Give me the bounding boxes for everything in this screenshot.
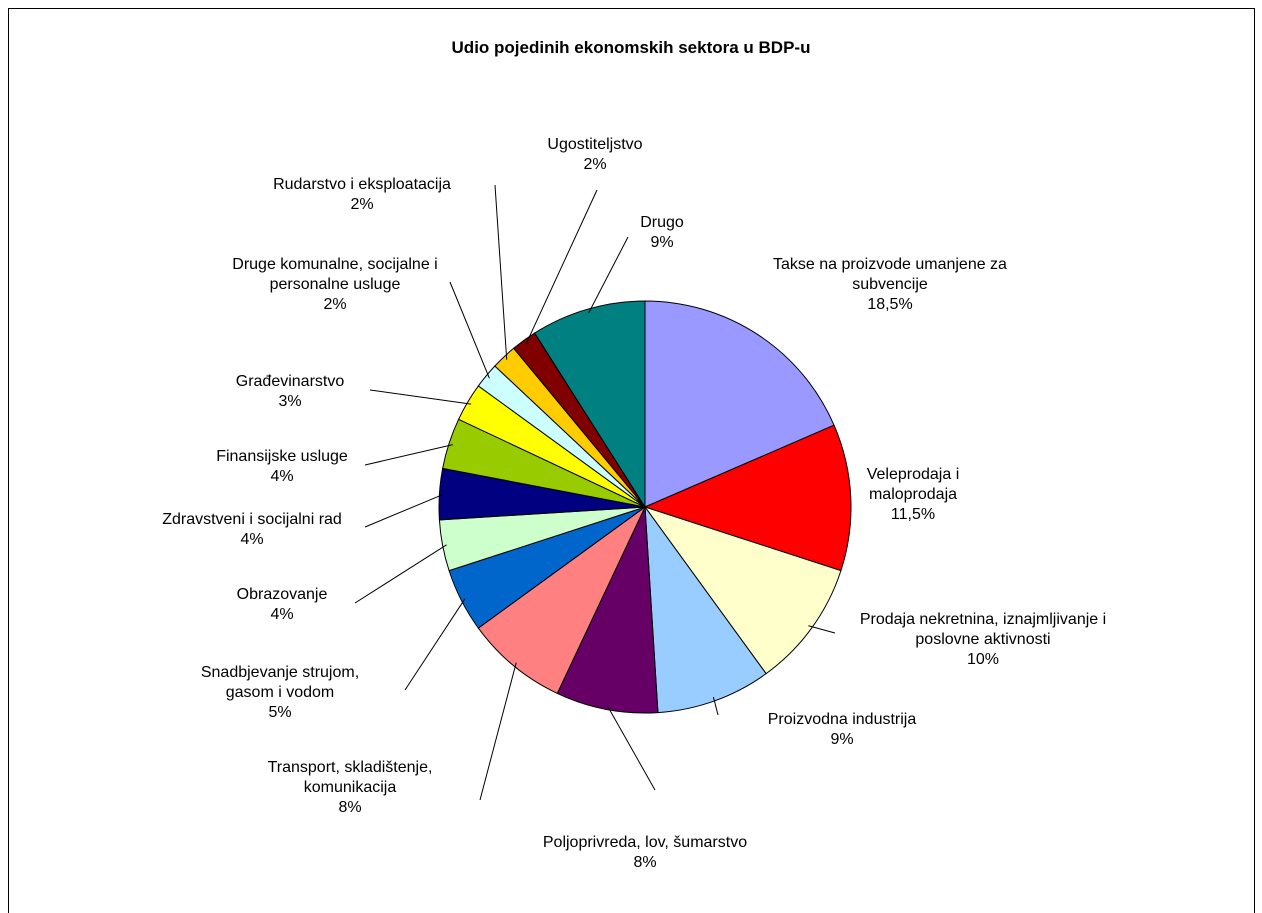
slice-value: 9%	[830, 731, 854, 748]
leader-line	[364, 444, 453, 466]
slice-value: 9%	[650, 234, 674, 251]
slice-name: Poljoprivreda, lov, šumarstvo	[542, 834, 748, 851]
leader-line	[369, 389, 472, 405]
slice-label: Građevinarstvo 3%	[200, 372, 380, 412]
slice-value: 8%	[633, 854, 657, 871]
pie-slice	[643, 506, 842, 675]
slice-name: Druge komunalne, socijalne i personalne …	[232, 256, 438, 293]
leader-line	[606, 705, 656, 791]
slice-label: Drugo 9%	[612, 213, 712, 253]
leader-line	[808, 625, 836, 634]
slice-value: 4%	[270, 606, 294, 623]
slice-label: Zdravstveni i socijalni rad 4%	[132, 510, 372, 550]
slice-name: Takse na proizvode umanjene za subvencij…	[773, 256, 1007, 293]
slice-name: Zdravstveni i socijalni rad	[162, 511, 342, 528]
slice-label: Obrazovanje 4%	[202, 585, 362, 625]
pie-slice	[643, 424, 852, 572]
leader-line	[525, 189, 598, 344]
slice-label: Veleprodaja i maloprodaja 11,5%	[848, 465, 978, 525]
slice-label: Ugostiteljstvo 2%	[515, 135, 675, 175]
slice-label: Druge komunalne, socijalne i personalne …	[230, 255, 440, 315]
pie-slice	[644, 300, 835, 508]
slice-name: Proizvodna industrija	[767, 711, 917, 728]
slice-value: 2%	[323, 296, 347, 313]
slice-name: Građevinarstvo	[235, 373, 345, 390]
slice-value: 8%	[338, 799, 362, 816]
slice-name: Veleprodaja i maloprodaja	[866, 466, 960, 503]
slice-value: 4%	[240, 531, 264, 548]
leader-line	[404, 598, 466, 691]
slice-name: Ugostiteljstvo	[547, 136, 643, 153]
slice-value: 10%	[966, 651, 1000, 668]
slice-label: Transport, skladištenje, komunikacija 8%	[220, 758, 480, 818]
slice-value: 4%	[270, 468, 294, 485]
leader-line	[712, 696, 719, 716]
pie-slice	[477, 506, 646, 695]
leader-line	[588, 236, 629, 314]
slice-name: Rudarstvo i eksploatacija	[273, 176, 451, 193]
slice-name: Drugo	[640, 214, 684, 231]
slice-name: Transport, skladištenje, komunikacija	[267, 759, 433, 796]
slice-label: Prodaja nekretnina, iznajmljivanje i pos…	[843, 610, 1123, 670]
slice-name: Prodaja nekretnina, iznajmljivanje i pos…	[859, 611, 1107, 648]
slice-value: 2%	[350, 196, 374, 213]
slice-value: 18,5%	[867, 296, 913, 313]
slice-name: Obrazovanje	[236, 586, 328, 603]
slice-label: Snadbjevanje strujom, gasom i vodom 5%	[175, 663, 385, 723]
slice-label: Takse na proizvode umanjene za subvencij…	[765, 255, 1015, 315]
leader-line	[494, 184, 508, 360]
slice-value: 3%	[278, 393, 302, 410]
chart-frame	[8, 8, 1255, 913]
slice-name: Snadbjevanje strujom, gasom i vodom	[200, 664, 360, 701]
slice-label: Rudarstvo i eksploatacija 2%	[232, 175, 492, 215]
leader-line	[364, 493, 444, 528]
slice-value: 2%	[583, 156, 607, 173]
chart-title: Udio pojedinih ekonomskih sektora u BDP-…	[451, 38, 811, 57]
leader-line	[479, 662, 517, 801]
pie-slice	[556, 506, 659, 714]
pie-slice	[533, 300, 646, 509]
slice-value: 5%	[268, 704, 292, 721]
slice-name: Finansijske usluge	[216, 448, 348, 465]
slice-value: 11,5%	[890, 506, 936, 523]
leader-line	[354, 544, 447, 604]
slice-label: Finansijske usluge 4%	[182, 447, 382, 487]
slice-label: Poljoprivreda, lov, šumarstvo 8%	[540, 833, 750, 873]
slice-label: Proizvodna industrija 9%	[732, 710, 952, 750]
leader-line	[449, 281, 490, 379]
